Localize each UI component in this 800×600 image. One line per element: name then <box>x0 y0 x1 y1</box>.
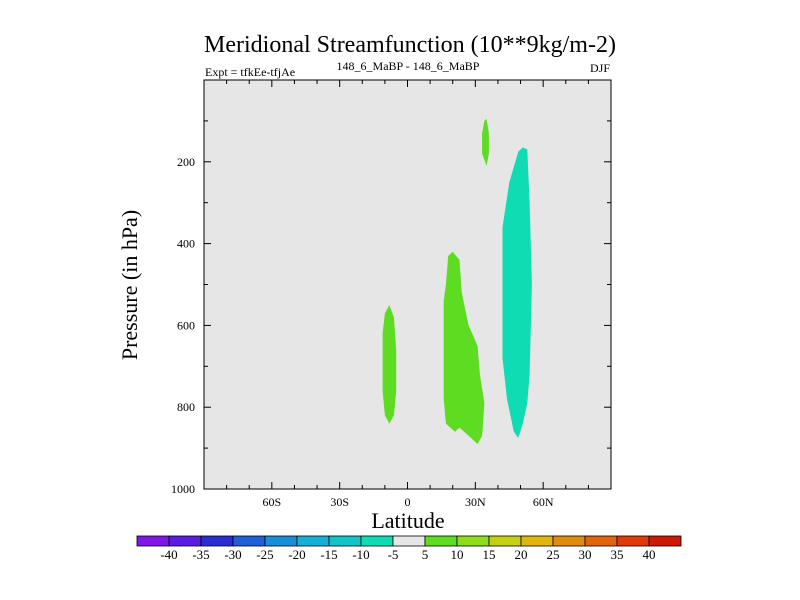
chart-subtitle: 148_6_MaBP - 148_6_MaBP <box>337 59 480 73</box>
colorbar-label: -10 <box>352 547 369 562</box>
contour-region-positive-5-to-10-near-equator <box>382 305 397 424</box>
colorbar-swatch <box>168 535 202 547</box>
season-label: DJF <box>590 61 610 75</box>
contour-region-positive-5-to-10-upper-cell <box>482 118 489 166</box>
contour-region-positive-5-to-10-subtropics <box>443 251 485 444</box>
colorbar-swatch <box>232 535 266 547</box>
colorbar-swatch <box>616 535 650 547</box>
y-tick-label: 1000 <box>171 482 195 496</box>
y-axis: 200 400 600 800 1000 <box>171 120 611 496</box>
colorbar-label: -15 <box>320 547 337 562</box>
colorbar-swatch <box>296 535 330 547</box>
x-tick-label: 60N <box>533 495 554 509</box>
colorbar-swatch <box>488 535 522 547</box>
colorbar-swatch <box>520 535 554 547</box>
colorbar-label: 35 <box>611 547 624 562</box>
contour-region-negative-minus-5-to-minus-10-cell <box>502 147 532 438</box>
colorbar-label: -35 <box>192 547 209 562</box>
colorbar-label: 40 <box>643 547 656 562</box>
chart-title: Meridional Streamfunction (10**9kg/m-2) <box>204 32 616 58</box>
colorbar-label: -25 <box>256 547 273 562</box>
colorbar-swatch <box>200 535 234 547</box>
colorbar-swatch <box>552 535 586 547</box>
colorbar-label: 30 <box>579 547 592 562</box>
colorbar-label: -20 <box>288 547 305 562</box>
y-tick-label: 400 <box>177 237 195 251</box>
x-tick-label: 0 <box>405 495 411 509</box>
colorbar-label: 10 <box>451 547 464 562</box>
colorbar-swatch <box>392 535 426 547</box>
contour-regions <box>382 118 532 444</box>
colorbar-swatch <box>328 535 362 547</box>
colorbar-label: 15 <box>483 547 496 562</box>
x-tick-label: 30S <box>330 495 349 509</box>
colorbar-label: -40 <box>160 547 177 562</box>
x-tick-label: 30N <box>465 495 486 509</box>
plot-area <box>204 80 611 489</box>
colorbar-swatch <box>424 535 458 547</box>
colorbar-label: 5 <box>422 547 429 562</box>
y-tick-label: 600 <box>177 318 195 332</box>
colorbar-swatch <box>584 535 618 547</box>
y-axis-label: Pressure (in hPa) <box>117 210 142 360</box>
x-axis: 60S 30S 0 30N 60N <box>203 80 612 509</box>
colorbar-label: -5 <box>388 547 399 562</box>
colorbar-label: 25 <box>547 547 560 562</box>
y-tick-label: 800 <box>177 400 195 414</box>
colorbar-swatch <box>264 535 298 547</box>
colorbar-label: -30 <box>224 547 241 562</box>
colorbar-swatch <box>360 535 394 547</box>
colorbar-label: 20 <box>515 547 528 562</box>
x-axis-label: Latitude <box>371 508 444 533</box>
experiment-label: Expt = tfkEe-tfjAe <box>205 65 295 79</box>
colorbar: -40 -35 -30 -25 -20 -15 -10 -5 5 10 15 20 25 30 35 40 <box>136 535 682 562</box>
y-tick-label: 200 <box>177 155 195 169</box>
colorbar-swatch <box>136 535 170 547</box>
x-tick-label: 60S <box>262 495 281 509</box>
colorbar-swatch <box>456 535 490 547</box>
colorbar-swatch <box>648 535 682 547</box>
